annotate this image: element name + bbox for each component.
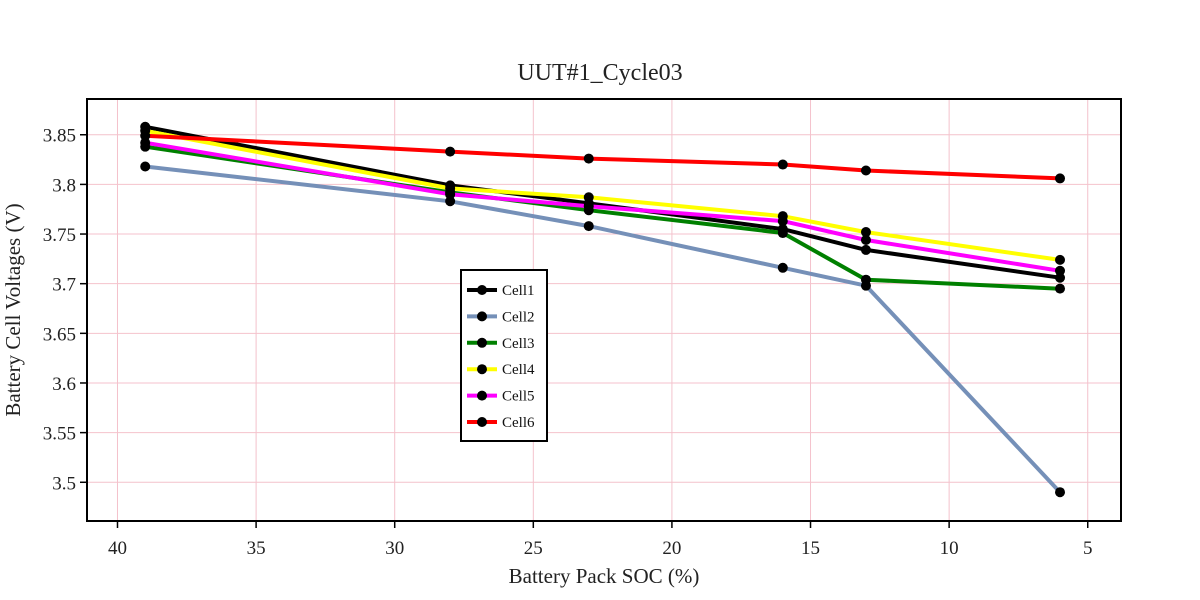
legend-marker [477,311,487,322]
data-point-cell4 [1055,254,1066,265]
series-line-cell1 [143,124,1062,280]
y-axis-label: Battery Cell Voltages (V) [1,203,25,416]
legend-marker [477,364,487,375]
series-lines [143,124,1062,495]
data-point-cell6 [860,165,871,176]
legend-marker [477,417,487,427]
data-point-cell5 [140,137,151,148]
data-point-cell3 [860,274,871,285]
x-tick-label: 40 [108,538,127,559]
y-tick-label: 3.55 [43,424,76,445]
y-tick-label: 3.5 [52,473,76,494]
legend-marker [477,390,487,401]
series-line-cell4 [143,128,1062,262]
legend: Cell1 Cell2 Cell3 Cell4 Cell5 Cell6 [460,269,548,442]
y-tick-label: 3.75 [43,225,76,246]
data-point-cell6 [445,146,456,157]
y-tick-label: 3.7 [52,275,76,296]
data-point-cell6 [583,153,594,164]
x-tick-label: 30 [385,538,404,559]
series-line-cell3 [143,144,1062,291]
legend-box [460,269,548,442]
legend-label: Cell6 [502,415,535,431]
x-axis: 40 35 30 25 20 15 10 5 [108,521,1092,559]
series-markers [140,121,1066,498]
data-point-cell2 [140,161,151,172]
y-tick-label: 3.65 [43,324,76,345]
data-point-cell3 [1055,283,1066,294]
data-point-cell2 [777,262,788,273]
x-tick-label: 20 [662,538,681,559]
data-point-cell5 [583,201,594,212]
data-point-cell6 [1055,173,1066,184]
x-tick-label: 35 [247,538,266,559]
y-tick-label: 3.6 [52,374,76,395]
series-line-cell5 [143,140,1062,273]
data-point-cell1 [860,244,871,255]
legend-marker [477,337,487,348]
x-tick-label: 15 [801,538,820,559]
y-tick-label: 3.8 [52,175,76,196]
data-point-cell6 [777,159,788,170]
data-point-cell2 [445,196,456,207]
data-point-cell4 [583,192,594,203]
x-tick-label: 25 [524,538,543,559]
data-point-cell5 [445,189,456,200]
series-line-cell6 [143,133,1062,181]
legend-marker [477,285,487,295]
x-tick-label: 5 [1083,538,1093,559]
legend-label: Cell5 [502,389,535,405]
legend-label: Cell1 [502,283,535,299]
series-line-cell2 [143,164,1062,495]
plot-frame [86,98,1122,522]
data-point-cell5 [777,216,788,227]
legend-label: Cell2 [502,309,535,325]
y-axis: 3.5 3.55 3.6 3.65 3.7 3.75 3.8 3.85 [43,126,87,494]
x-tick-label: 10 [940,538,959,559]
y-tick-label: 3.85 [43,126,76,147]
data-point-cell5 [860,234,871,245]
legend-label: Cell3 [502,336,535,352]
data-point-cell2 [1055,487,1066,498]
data-point-cell3 [777,228,788,239]
chart-title: UUT#1_Cycle03 [517,60,682,86]
data-point-cell2 [583,221,594,232]
data-point-cell5 [1055,265,1066,276]
x-axis-label: Battery Pack SOC (%) [509,564,700,588]
data-point-cell1 [1055,272,1066,283]
data-point-cell6 [140,130,151,141]
legend-label: Cell4 [502,362,535,378]
data-point-cell4 [860,227,871,238]
